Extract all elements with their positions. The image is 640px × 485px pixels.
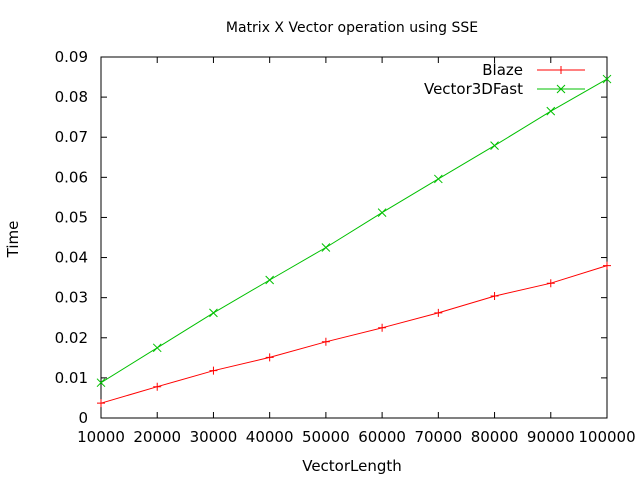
series-layer	[96, 74, 612, 408]
data-point	[602, 74, 612, 84]
legend-label: Blaze	[482, 61, 523, 79]
data-point	[97, 399, 105, 408]
y-tick-label: 0	[78, 409, 88, 427]
data-point	[209, 366, 218, 375]
data-point	[209, 308, 218, 318]
x-axis-label: VectorLength	[302, 457, 402, 475]
data-point	[321, 337, 330, 346]
data-point	[377, 208, 387, 217]
legend-marker	[556, 84, 566, 94]
x-tick-label: 30000	[190, 428, 238, 446]
data-point	[546, 106, 556, 116]
data-point	[434, 308, 443, 317]
x-tick-label: 80000	[471, 428, 519, 446]
data-point	[265, 353, 274, 362]
y-tick-label: 0.08	[55, 88, 88, 106]
legend-item: Blaze	[482, 61, 585, 79]
x-tick-label: 90000	[527, 428, 575, 446]
y-axis: 0 0.01 0.02 0.03 0.04 0.05 0.06 0.07 0.08 0.09	[55, 48, 607, 427]
legend-item: Vector3DFast	[424, 80, 585, 98]
legend-marker	[557, 66, 565, 74]
x-tick-label: 20000	[133, 428, 181, 446]
data-point	[153, 382, 162, 391]
y-tick-label: 0.06	[55, 168, 88, 186]
legend-label: Vector3DFast	[424, 80, 523, 98]
y-tick-label: 0.07	[55, 128, 88, 146]
y-tick-label: 0.03	[55, 289, 88, 307]
data-point	[490, 141, 499, 150]
y-tick-label: 0.05	[55, 208, 88, 226]
data-point	[546, 279, 555, 288]
data-point	[433, 174, 443, 184]
x-axis: 10000 20000 30000 40000 50000 60000 70000 80000…	[77, 57, 636, 446]
data-point	[321, 243, 331, 252]
y-tick-label: 0.04	[55, 249, 88, 267]
series-line	[100, 265, 608, 404]
x-tick-label: 10000	[77, 428, 125, 446]
data-point	[490, 292, 499, 301]
series-1	[96, 74, 612, 388]
plot-border	[100, 56, 608, 419]
data-point	[603, 261, 611, 270]
x-tick-label: 70000	[414, 428, 462, 446]
series-0	[97, 261, 611, 408]
x-tick-label: 50000	[302, 428, 350, 446]
series-line	[100, 78, 608, 384]
chart-title: Matrix X Vector operation using SSE	[226, 20, 478, 36]
y-axis-label: Time	[4, 221, 22, 259]
x-tick-label: 100000	[578, 428, 635, 446]
data-point	[265, 275, 275, 285]
x-tick-label: 60000	[358, 428, 406, 446]
plot-area	[100, 56, 608, 419]
data-point	[96, 378, 106, 388]
y-tick-label: 0.01	[55, 369, 88, 387]
data-point	[378, 323, 387, 332]
y-tick-label: 0.09	[55, 48, 88, 66]
x-tick-label: 40000	[246, 428, 294, 446]
y-tick-label: 0.02	[55, 329, 88, 347]
data-point	[152, 343, 162, 353]
